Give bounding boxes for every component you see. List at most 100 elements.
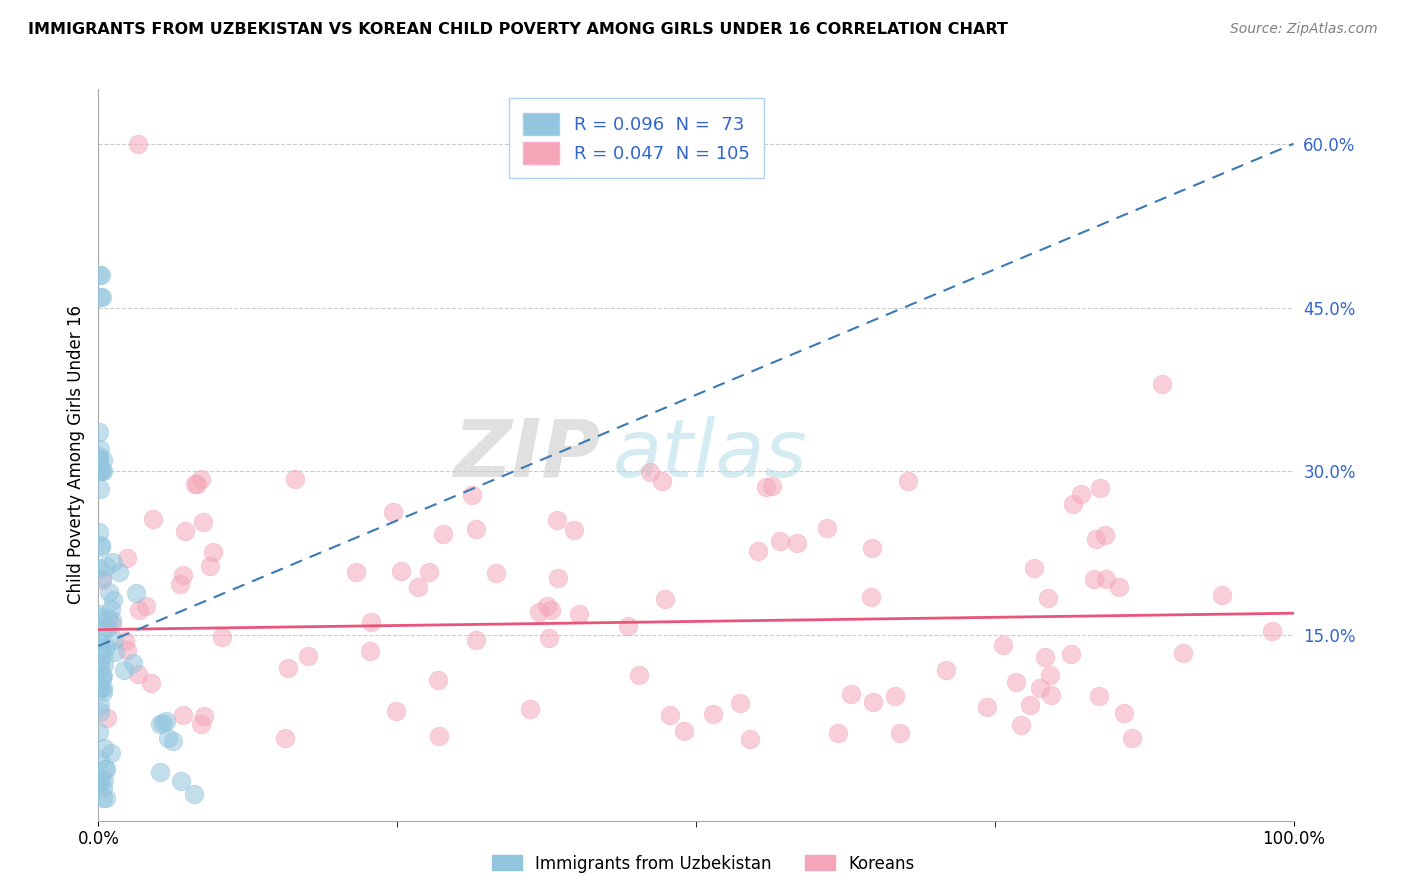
Point: [89, 634, 111, 648]
Point: [112, 663, 135, 677]
Point: [91, 669, 114, 683]
Point: [755, 479, 778, 493]
Text: atlas: atlas: [613, 416, 807, 494]
Point: [385, 704, 408, 718]
Point: [1108, 580, 1130, 594]
Point: [201, 544, 224, 558]
Point: [155, 714, 177, 729]
Point: [427, 729, 450, 743]
Point: [1094, 528, 1116, 542]
Point: [90, 537, 112, 551]
Point: [141, 512, 163, 526]
Point: [170, 774, 193, 789]
Point: [359, 643, 381, 657]
Point: [87, 776, 110, 790]
Point: [672, 723, 695, 738]
Point: [389, 564, 412, 578]
Point: [460, 488, 482, 502]
Point: [100, 746, 122, 760]
Point: [568, 607, 591, 622]
Point: [89, 705, 111, 719]
Point: [627, 667, 650, 681]
Point: [654, 591, 676, 606]
Point: [90, 610, 112, 624]
Point: [761, 479, 783, 493]
Point: [89, 464, 111, 478]
Point: [562, 523, 585, 537]
Point: [93, 624, 115, 638]
Point: [529, 606, 551, 620]
Point: [91, 781, 114, 796]
Point: [815, 520, 838, 534]
Point: [87, 453, 110, 467]
Point: [211, 630, 233, 644]
Point: [465, 522, 488, 536]
Point: [728, 696, 751, 710]
Point: [90, 772, 112, 786]
Point: [993, 638, 1015, 652]
Point: [89, 290, 111, 304]
Point: [89, 464, 111, 478]
Point: [547, 571, 569, 585]
Point: [1033, 650, 1056, 665]
Point: [94, 558, 117, 573]
Point: [186, 477, 208, 491]
Point: [1039, 667, 1062, 681]
Point: [91, 671, 114, 685]
Point: [546, 513, 568, 527]
Point: [862, 695, 884, 709]
Point: [432, 527, 454, 541]
Point: [1040, 688, 1063, 702]
Point: [91, 464, 114, 478]
Point: [156, 731, 179, 746]
Point: [91, 668, 114, 682]
Point: [464, 633, 486, 648]
Point: [426, 673, 449, 687]
Point: [540, 603, 562, 617]
Point: [190, 472, 212, 486]
Point: [91, 685, 114, 699]
Point: [1062, 497, 1084, 511]
Legend: R = 0.096  N =  73, R = 0.047  N = 105: R = 0.096 N = 73, R = 0.047 N = 105: [509, 98, 763, 178]
Point: [1085, 532, 1108, 546]
Point: [740, 731, 762, 746]
Point: [172, 708, 194, 723]
Point: [87, 450, 110, 464]
Point: [1060, 647, 1083, 661]
Point: [651, 474, 673, 488]
Point: [90, 681, 112, 695]
Point: [89, 659, 111, 673]
Point: [97, 611, 120, 625]
Point: [93, 648, 115, 662]
Point: [93, 657, 115, 672]
Point: [89, 425, 111, 440]
Point: [89, 452, 111, 467]
Point: [658, 707, 681, 722]
Point: [1019, 698, 1042, 713]
Point: [100, 616, 122, 631]
Point: [198, 559, 221, 574]
Point: [89, 641, 111, 656]
Point: [860, 541, 883, 555]
Point: [100, 602, 122, 616]
Text: ZIP: ZIP: [453, 416, 600, 494]
Point: [91, 453, 114, 467]
Point: [1112, 706, 1135, 721]
Point: [101, 555, 124, 569]
Point: [284, 472, 307, 486]
Point: [149, 764, 172, 779]
Point: [127, 667, 149, 681]
Point: [884, 690, 907, 704]
Point: [1088, 689, 1111, 703]
Point: [786, 536, 808, 550]
Point: [127, 136, 149, 151]
Point: [1010, 718, 1032, 732]
Point: [91, 681, 114, 695]
Point: [406, 580, 429, 594]
Point: [702, 706, 724, 721]
Point: [277, 660, 299, 674]
Point: [94, 762, 117, 776]
Point: [94, 762, 117, 776]
Point: [96, 621, 118, 635]
Point: [1152, 376, 1174, 391]
